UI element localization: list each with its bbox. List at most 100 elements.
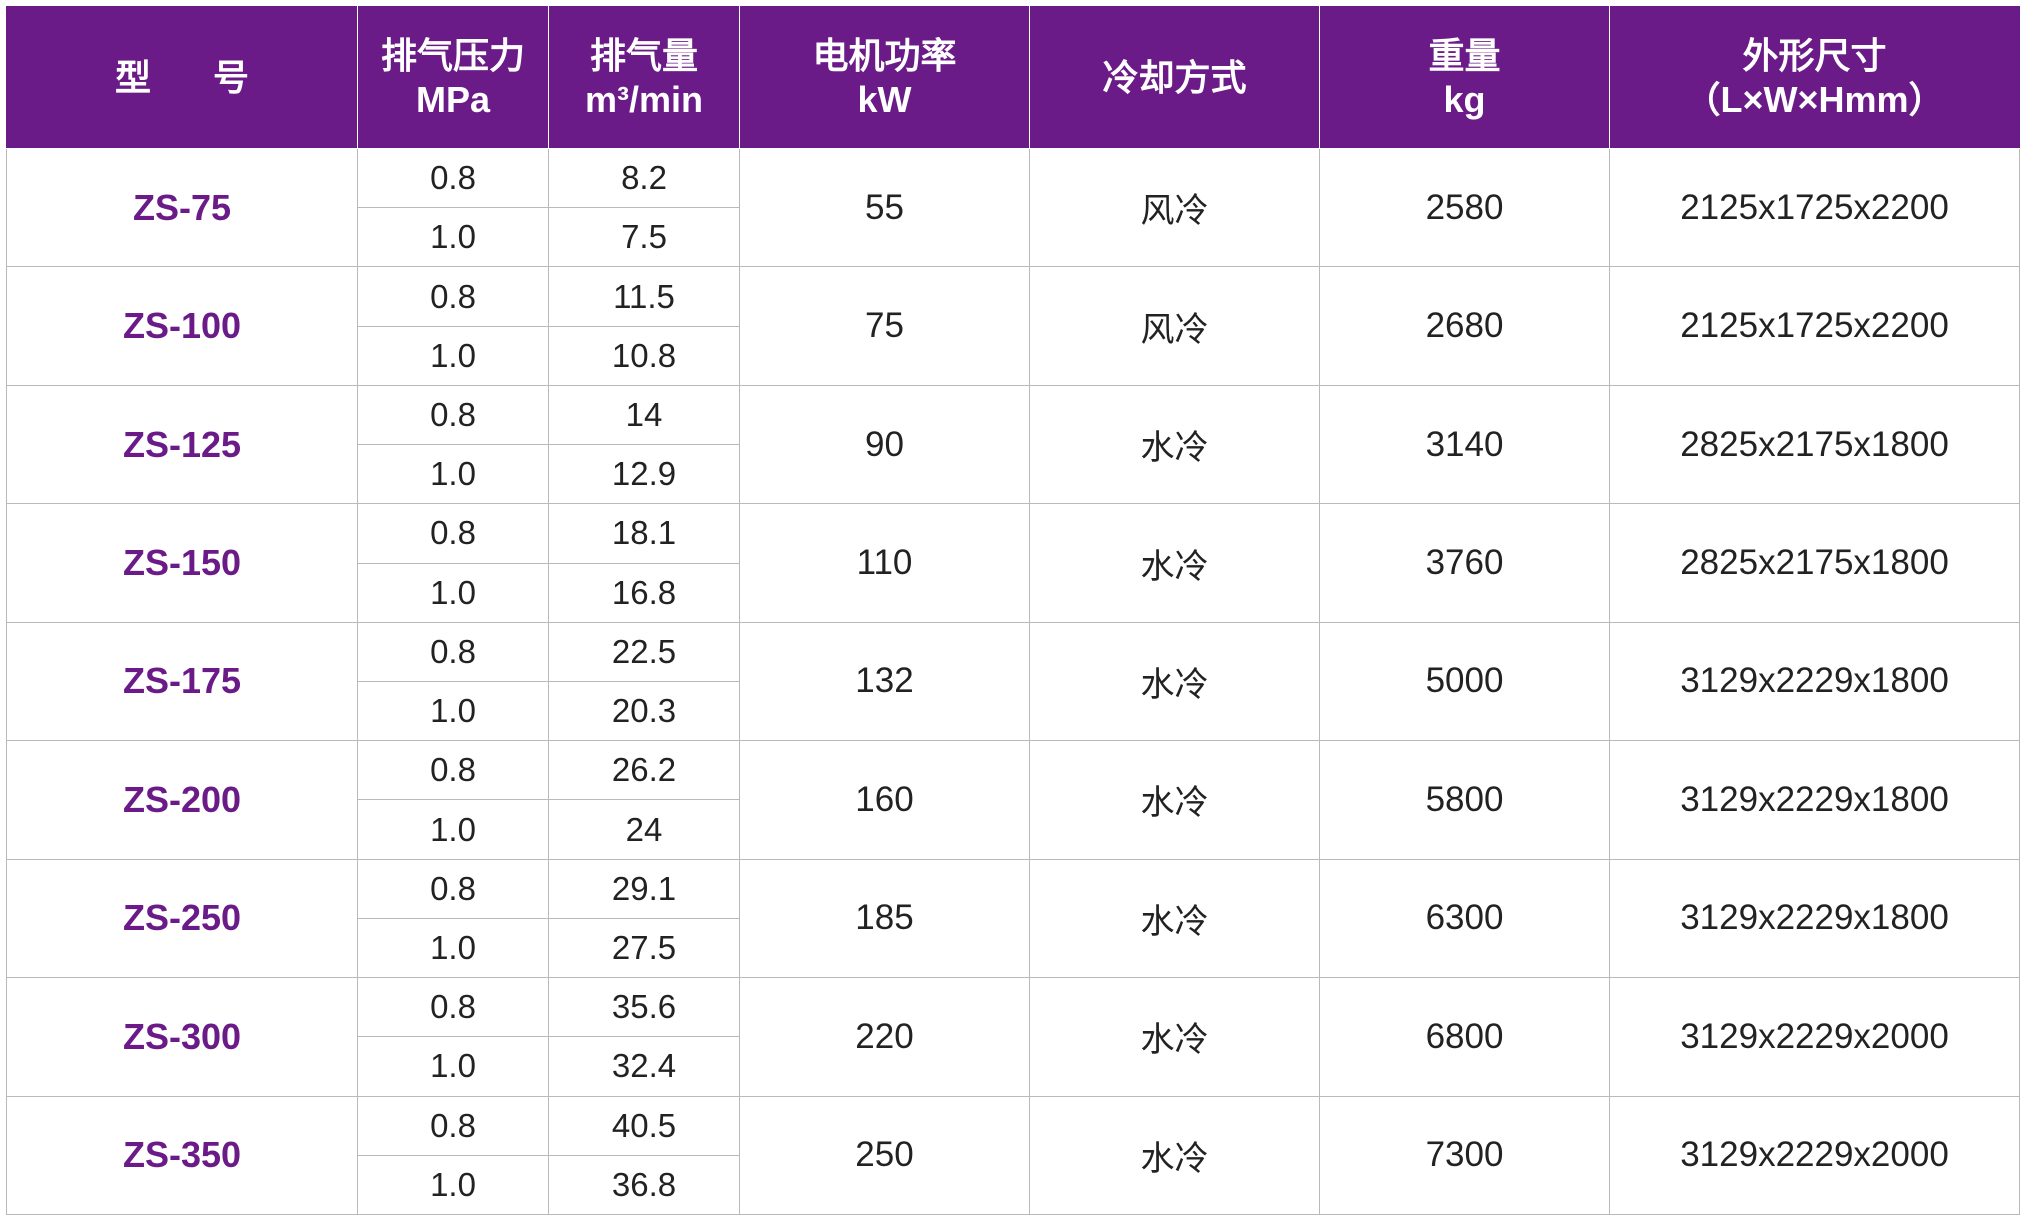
weight-cell: 3140 (1319, 384, 1610, 505)
header-flow-label: 排气量 (589, 34, 698, 76)
spec-table: 型 号 排气压力 MPa 排气量 m³/min 电机功率 kW 冷却方式 重量 … (6, 6, 2020, 1216)
power-cell: 132 (739, 621, 1030, 742)
flow-cell: 16.8 (548, 562, 740, 623)
pressure-cell: 1.0 (357, 444, 549, 505)
model-cell: ZS-300 (6, 977, 358, 1097)
dimensions-cell: 2125x1725x2200 (1609, 147, 2020, 268)
dimensions-cell: 3129x2229x2000 (1609, 977, 2020, 1097)
table-body: ZS-75 0.8 8.2 55 风冷 2580 2125x1725x2200 … (6, 147, 2020, 1216)
pressure-cell: 1.0 (357, 799, 549, 860)
cooling-cell: 水冷 (1029, 858, 1320, 979)
header-flow: 排气量 m³/min (548, 6, 740, 149)
power-cell: 185 (739, 858, 1030, 979)
model-cell: ZS-125 (6, 384, 358, 505)
pressure-cell: 1.0 (357, 325, 549, 386)
header-weight: 重量 kg (1319, 6, 1610, 149)
cooling-cell: 水冷 (1029, 503, 1320, 623)
power-cell: 220 (739, 977, 1030, 1097)
pressure-cell: 0.8 (357, 384, 549, 446)
power-cell: 90 (739, 384, 1030, 505)
table-row: ZS-150 0.8 18.1 110 水冷 3760 2825x2175x18… (6, 503, 2020, 623)
dimensions-cell: 3129x2229x1800 (1609, 858, 2020, 979)
weight-cell: 5000 (1319, 621, 1610, 742)
header-weight-label: 重量 (1428, 34, 1501, 76)
table-row: ZS-125 0.8 14 90 水冷 3140 2825x2175x1800 (6, 384, 2020, 505)
power-cell: 160 (739, 740, 1030, 860)
pressure-cell: 1.0 (357, 917, 549, 979)
pressure-cell: 1.0 (357, 1036, 549, 1097)
flow-cell: 29.1 (548, 858, 740, 919)
cooling-cell: 水冷 (1029, 740, 1320, 860)
header-model-label: 型 号 (114, 56, 275, 98)
flow-cell: 36.8 (548, 1154, 740, 1216)
flow-cell: 24 (548, 799, 740, 860)
table-row: 1.0 10.8 (7, 325, 2020, 386)
header-flow-unit: m³/min (584, 78, 703, 120)
dimensions-cell: 2125x1725x2200 (1609, 266, 2020, 386)
flow-cell: 35.6 (548, 977, 740, 1038)
table-row: 1.0 20.3 (7, 680, 2020, 742)
cooling-cell: 水冷 (1029, 977, 1320, 1097)
power-cell: 250 (739, 1095, 1030, 1215)
header-pressure-unit: MPa (415, 78, 491, 120)
flow-cell: 22.5 (548, 621, 740, 682)
pressure-cell: 0.8 (357, 1095, 549, 1156)
flow-cell: 7.5 (548, 207, 740, 268)
cooling-cell: 水冷 (1029, 384, 1320, 505)
dimensions-cell: 2825x2175x1800 (1609, 384, 2020, 505)
table-row: 1.0 7.5 (7, 207, 2020, 268)
weight-cell: 3760 (1319, 503, 1610, 623)
header-pressure-label: 排气压力 (380, 34, 525, 76)
pressure-cell: 0.8 (357, 147, 549, 209)
weight-cell: 5800 (1319, 740, 1610, 860)
weight-cell: 6800 (1319, 977, 1610, 1097)
header-power: 电机功率 kW (739, 6, 1030, 149)
weight-cell: 6300 (1319, 858, 1610, 979)
flow-cell: 40.5 (548, 1095, 740, 1156)
dimensions-cell: 3129x2229x1800 (1609, 621, 2020, 742)
cooling-cell: 风冷 (1029, 266, 1320, 386)
header-power-label: 电机功率 (812, 34, 957, 76)
pressure-cell: 1.0 (357, 207, 549, 268)
flow-cell: 8.2 (548, 147, 740, 209)
table-row: ZS-300 0.8 35.6 220 水冷 6800 3129x2229x20… (6, 977, 2020, 1097)
table-row: ZS-175 0.8 22.5 132 水冷 5000 3129x2229x18… (6, 621, 2020, 742)
table-row: ZS-75 0.8 8.2 55 风冷 2580 2125x1725x2200 (6, 147, 2020, 268)
table-row: 1.0 24 (7, 799, 2020, 860)
dimensions-cell: 3129x2229x2000 (1609, 1095, 2020, 1215)
pressure-cell: 0.8 (357, 621, 549, 682)
flow-cell: 32.4 (548, 1036, 740, 1097)
table-row: 1.0 27.5 (7, 917, 2020, 979)
cooling-cell: 水冷 (1029, 1095, 1320, 1215)
model-cell: ZS-250 (6, 858, 358, 979)
model-cell: ZS-175 (6, 621, 358, 742)
pressure-cell: 0.8 (357, 858, 549, 919)
flow-cell: 18.1 (548, 503, 740, 564)
pressure-cell: 0.8 (357, 740, 549, 801)
header-model: 型 号 (6, 6, 358, 149)
dimensions-cell: 3129x2229x1800 (1609, 740, 2020, 860)
table-row: ZS-250 0.8 29.1 185 水冷 6300 3129x2229x18… (6, 858, 2020, 979)
weight-cell: 2680 (1319, 266, 1610, 386)
header-dimensions-label: 外形尺寸 (1742, 34, 1887, 76)
header-dimensions: 外形尺寸 （L×W×Hmm） (1609, 6, 2020, 149)
table-row: ZS-350 0.8 40.5 250 水冷 7300 3129x2229x20… (6, 1095, 2020, 1215)
flow-cell: 14 (548, 384, 740, 446)
header-cooling-label: 冷却方式 (1102, 56, 1247, 98)
model-cell: ZS-150 (6, 503, 358, 623)
pressure-cell: 1.0 (357, 1154, 549, 1216)
weight-cell: 2580 (1319, 147, 1610, 268)
cooling-cell: 水冷 (1029, 621, 1320, 742)
model-cell: ZS-350 (6, 1095, 358, 1215)
power-cell: 75 (739, 266, 1030, 386)
flow-cell: 20.3 (548, 680, 740, 742)
pressure-cell: 0.8 (357, 266, 549, 327)
flow-cell: 10.8 (548, 325, 740, 386)
dimensions-cell: 2825x2175x1800 (1609, 503, 2020, 623)
model-cell: ZS-200 (6, 740, 358, 860)
pressure-cell: 1.0 (357, 680, 549, 742)
table-row: ZS-100 0.8 11.5 75 风冷 2680 2125x1725x220… (6, 266, 2020, 386)
pressure-cell: 0.8 (357, 977, 549, 1038)
header-cooling: 冷却方式 (1029, 6, 1320, 149)
model-cell: ZS-100 (6, 266, 358, 386)
